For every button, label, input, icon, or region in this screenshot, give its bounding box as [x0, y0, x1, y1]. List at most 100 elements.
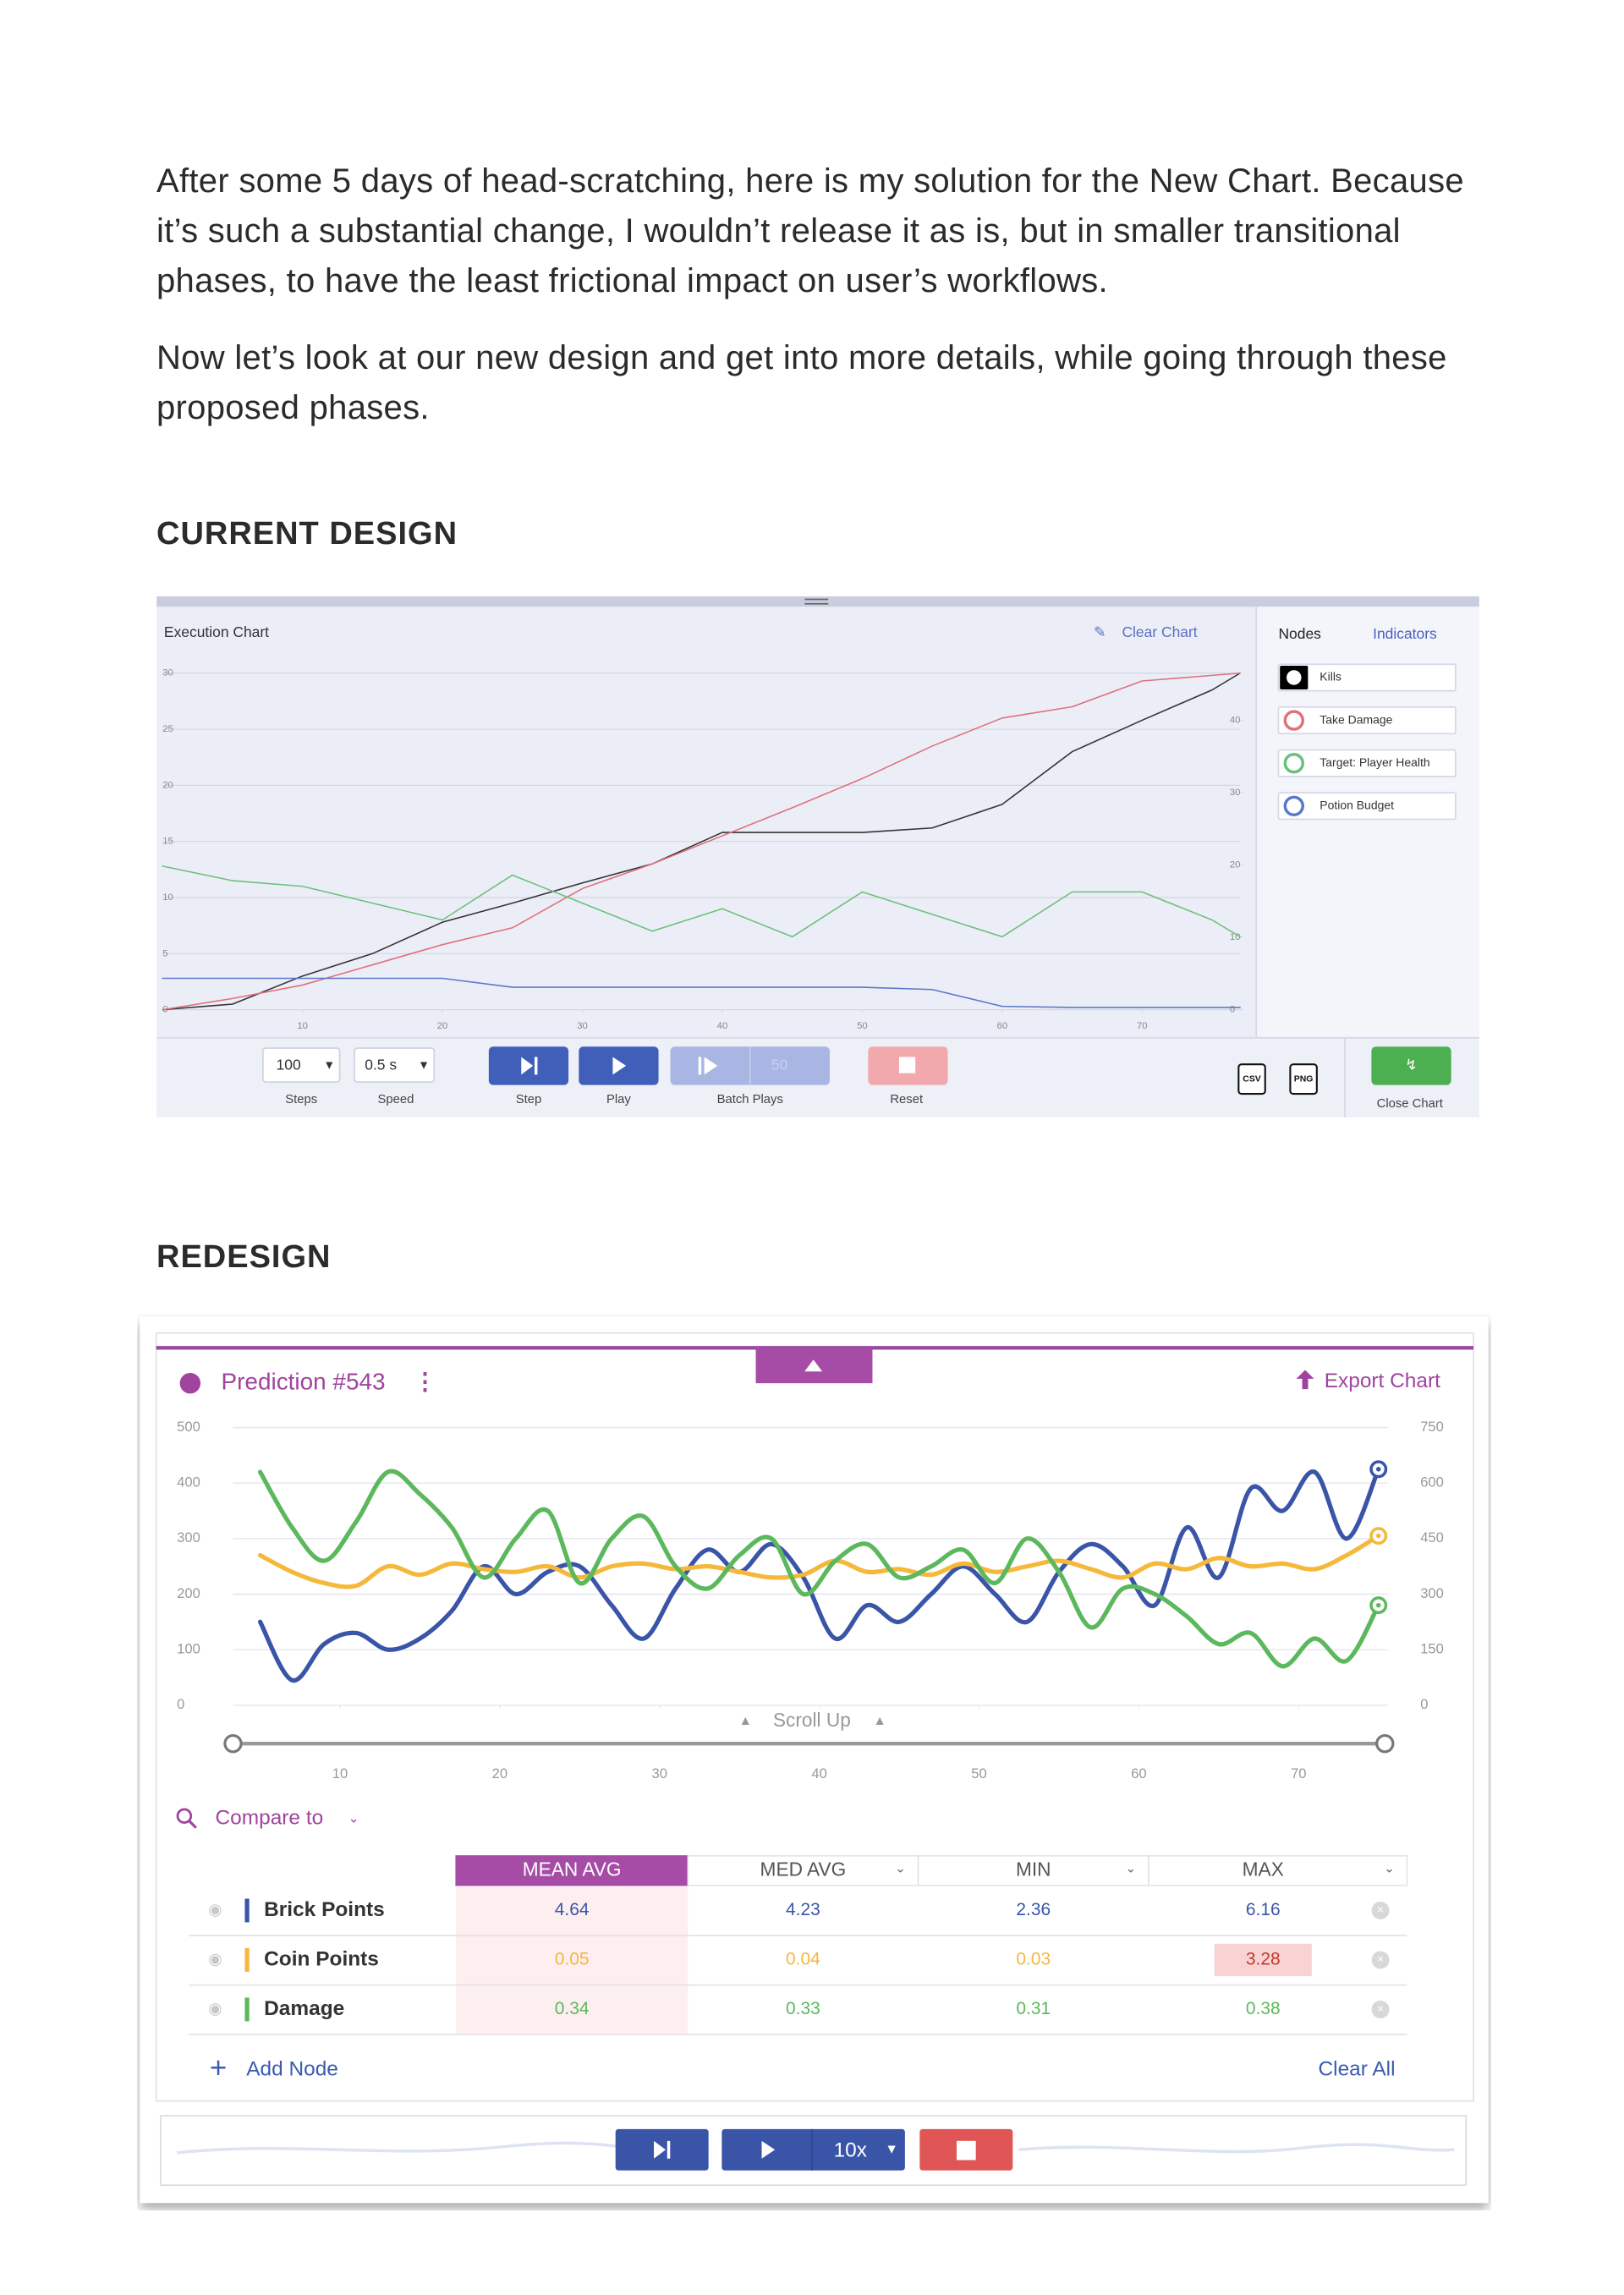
series-line [162, 977, 1241, 1008]
legend-entry[interactable] [1277, 663, 1457, 692]
row-name: Brick Points [264, 1898, 385, 1921]
add-node[interactable]: Add Node [246, 2057, 338, 2080]
remove-row-x: × [1377, 1952, 1384, 1966]
series-color-bar [244, 1898, 250, 1923]
scroll-icon: ▲ [739, 1714, 753, 1728]
column-header[interactable] [917, 1855, 1149, 1886]
visibility-icon: ◉ [208, 1951, 222, 1968]
scroll-up[interactable]: Scroll Up [773, 1709, 851, 1731]
x-tick-label: 40 [717, 1021, 728, 1031]
speed-value[interactable]: 10x [834, 2139, 867, 2162]
step-icon [654, 2140, 671, 2159]
y-tick-label: 15 [162, 837, 173, 847]
steps-value: 100 [277, 1057, 301, 1073]
steps-select[interactable] [261, 1047, 341, 1083]
remove-row-x: × [1377, 2001, 1384, 2015]
play-button[interactable] [721, 2128, 905, 2171]
collapse-icon [804, 1359, 823, 1372]
column-header-label: MED AVG [760, 1858, 847, 1880]
cell-value: 3.28 [1246, 1949, 1281, 1968]
visibility-icon: ◉ [208, 2001, 222, 2018]
x-tick-label: 50 [857, 1021, 868, 1031]
prediction-icon [179, 1372, 201, 1394]
batch-count: 50 [771, 1057, 788, 1073]
end-marker-dot [1375, 1533, 1381, 1539]
row-name: Damage [264, 1997, 344, 2020]
clear-all[interactable]: Clear All [1319, 2057, 1396, 2080]
legend-label: Potion Budget [1320, 798, 1394, 811]
y2-tick-label: 0 [1230, 1005, 1235, 1015]
section-heading: REDESIGN [156, 1239, 332, 1275]
dropdown-arrow: ▼ [418, 1058, 430, 1072]
cell-value: 2.36 [1016, 1900, 1051, 1919]
column-header-label: MIN [1016, 1858, 1051, 1880]
export-icon [1296, 1370, 1314, 1390]
y-tick-label: 300 [177, 1529, 200, 1546]
slider-handle[interactable] [223, 1734, 243, 1754]
series-line [162, 865, 1241, 938]
compare-to[interactable]: Compare to [216, 1807, 324, 1830]
y-tick-label: 400 [177, 1474, 200, 1491]
speed-value: 0.5 s [365, 1057, 397, 1073]
cell-value: 4.64 [555, 1900, 590, 1919]
x-tick-label: 60 [997, 1021, 1008, 1031]
play-icon [761, 2140, 776, 2159]
remove-row-icon[interactable] [1371, 1901, 1390, 1919]
speed-select[interactable] [354, 1047, 436, 1083]
y2-tick-label: 20 [1230, 859, 1241, 870]
remove-row-icon[interactable] [1371, 1951, 1390, 1969]
y-tick-label: 20 [162, 780, 173, 790]
csv-icon[interactable] [1237, 1063, 1266, 1095]
cell-value: 0.31 [1016, 1999, 1051, 2018]
column-header[interactable] [1148, 1855, 1408, 1886]
step-icon [521, 1057, 538, 1075]
legend-label: Target: Player Health [1320, 755, 1429, 769]
png-icon[interactable] [1289, 1063, 1318, 1095]
eraser-icon[interactable]: ✎ [1094, 623, 1106, 640]
stats-table: MEAN AVG MED AVG ⌄ MIN ⌄ MAX ⌄ ◉ Brick Points 4.6… [189, 1855, 1408, 2035]
cell-value: 0.05 [555, 1949, 590, 1968]
dropdown-arrow: ⌄ [1125, 1862, 1136, 1876]
series-line [257, 1467, 1381, 1683]
close-chart-button[interactable] [1371, 1046, 1451, 1085]
legend-label: Kills [1320, 670, 1341, 684]
cell-value: 0.38 [1246, 1999, 1281, 2018]
y2-tick-label: 30 [1230, 788, 1241, 798]
search-icon [187, 1819, 197, 1829]
control-label: Step [516, 1093, 542, 1106]
current-chart-panel: Execution Chart ✎ Clear Chart Nodes Indi… [156, 596, 1479, 1117]
stop-icon [898, 1057, 916, 1073]
tab[interactable]: Indicators [1373, 625, 1437, 642]
x-tick-label: 10 [332, 1765, 348, 1782]
remove-row-icon[interactable] [1371, 2000, 1390, 2018]
y-tick-label: 5 [162, 948, 167, 958]
stop-icon [956, 2140, 976, 2160]
tab[interactable]: Nodes [1278, 625, 1321, 642]
csv-label: CSV [1243, 1074, 1261, 1084]
clear-chart-button[interactable]: Clear Chart [1122, 623, 1197, 640]
x-tick-label: 40 [811, 1765, 826, 1782]
column-header[interactable] [687, 1855, 919, 1886]
column-header-label: MEAN AVG [523, 1858, 622, 1880]
end-marker-dot [1375, 1466, 1381, 1472]
legend-entry[interactable] [1277, 792, 1457, 821]
column-header-selected[interactable] [455, 1855, 689, 1886]
legend-entry[interactable] [1277, 706, 1457, 735]
slider-handle[interactable] [1375, 1734, 1395, 1754]
menu-icon[interactable]: ⋮ [413, 1369, 436, 1395]
legend-swatch [1283, 667, 1304, 689]
y2-tick-label: 300 [1420, 1585, 1444, 1601]
play-icon [612, 1057, 627, 1075]
add-icon: + [210, 2051, 227, 2084]
cell-value: 0.34 [555, 1999, 590, 2018]
legend-entry[interactable] [1277, 749, 1457, 777]
x-tick-label: 60 [1131, 1765, 1146, 1782]
series-color-bar [244, 1947, 250, 1972]
y-tick-label: 10 [162, 892, 173, 903]
export-chart-button[interactable]: Export Chart [1325, 1370, 1440, 1392]
section-heading: CURRENT DESIGN [156, 516, 458, 552]
y-tick-label: 500 [177, 1419, 200, 1435]
control-label: Steps [285, 1093, 317, 1106]
remove-row-x: × [1377, 1902, 1384, 1916]
